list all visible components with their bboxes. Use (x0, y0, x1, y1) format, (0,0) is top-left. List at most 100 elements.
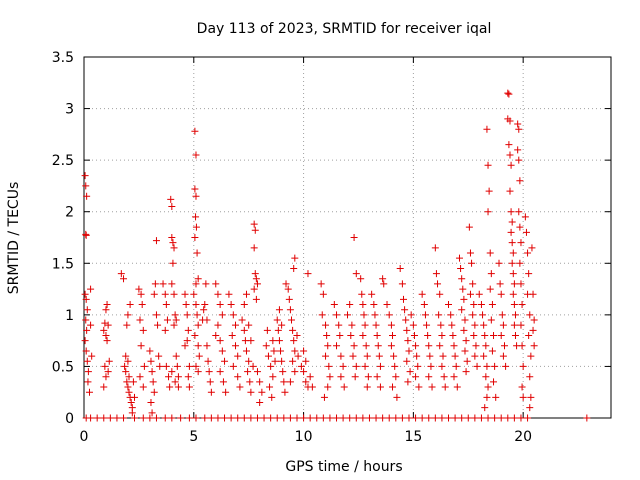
data-point (391, 362, 399, 370)
data-point (201, 301, 209, 309)
data-point (488, 301, 496, 309)
data-point (124, 357, 132, 365)
data-point (337, 373, 345, 381)
data-point (357, 275, 365, 283)
data-point (349, 352, 357, 360)
data-point (450, 373, 458, 381)
data-point (526, 373, 534, 381)
data-point (138, 301, 146, 309)
data-point (488, 347, 496, 355)
data-point (472, 342, 480, 350)
data-point (379, 414, 387, 422)
data-point (491, 362, 499, 370)
data-point (519, 362, 527, 370)
data-point (412, 414, 420, 422)
data-point (306, 414, 314, 422)
data-point (247, 337, 255, 345)
data-point (508, 239, 516, 247)
data-point (170, 321, 178, 329)
data-point (291, 368, 299, 376)
data-point (336, 331, 344, 339)
data-point (449, 331, 457, 339)
data-point (451, 352, 459, 360)
data-point (273, 414, 281, 422)
data-point (253, 414, 261, 422)
data-point (527, 352, 535, 360)
data-point (469, 311, 477, 319)
data-point (333, 342, 341, 350)
data-point (506, 117, 514, 125)
data-point (171, 378, 179, 386)
data-point (162, 362, 170, 370)
data-point (137, 290, 145, 298)
data-point (81, 290, 89, 298)
data-point (270, 347, 278, 355)
data-point (504, 89, 512, 97)
data-point (124, 383, 132, 391)
data-point (431, 414, 439, 422)
data-point (267, 362, 275, 370)
data-point (245, 357, 253, 365)
data-point (392, 414, 400, 422)
data-point (278, 321, 286, 329)
data-point (473, 362, 481, 370)
data-point (508, 218, 516, 226)
data-point (529, 290, 537, 298)
data-point (505, 141, 513, 149)
data-point (418, 290, 426, 298)
data-point (263, 326, 271, 334)
data-point (530, 316, 538, 324)
data-point (375, 352, 383, 360)
data-point (482, 373, 490, 381)
data-point (274, 326, 282, 334)
data-point (125, 388, 133, 396)
data-point (333, 414, 341, 422)
data-point (232, 342, 240, 350)
data-point (216, 368, 224, 376)
data-point (306, 373, 314, 381)
data-point (518, 342, 526, 350)
data-point (521, 213, 529, 221)
data-point (514, 146, 522, 154)
data-point (84, 378, 92, 386)
data-point (526, 311, 534, 319)
data-point (480, 321, 488, 329)
data-point (170, 290, 178, 298)
data-point (436, 342, 444, 350)
data-point (507, 208, 515, 216)
data-point (320, 393, 328, 401)
data-point (185, 414, 193, 422)
data-point (150, 290, 158, 298)
data-point (183, 311, 191, 319)
data-point (380, 280, 388, 288)
data-point (484, 161, 492, 169)
data-point (390, 352, 398, 360)
data-point (387, 321, 395, 329)
data-point (192, 213, 200, 221)
data-point (194, 342, 202, 350)
data-point (458, 414, 466, 422)
data-point (396, 264, 404, 272)
data-point (281, 388, 289, 396)
data-point (350, 342, 358, 350)
data-point (425, 414, 433, 422)
data-point (487, 270, 495, 278)
data-point (319, 290, 327, 298)
data-point (102, 331, 110, 339)
data-point (288, 316, 296, 324)
data-point (275, 306, 283, 314)
data-point (191, 185, 199, 193)
data-point (466, 290, 474, 298)
data-point (82, 347, 90, 355)
data-point (221, 414, 229, 422)
data-point (458, 275, 466, 283)
data-point (280, 378, 288, 386)
data-point (195, 352, 203, 360)
data-point (162, 301, 170, 309)
data-point (139, 414, 147, 422)
data-point (300, 368, 308, 376)
data-point (347, 331, 355, 339)
data-point (277, 347, 285, 355)
y-tick-label: 0.5 (52, 359, 74, 375)
